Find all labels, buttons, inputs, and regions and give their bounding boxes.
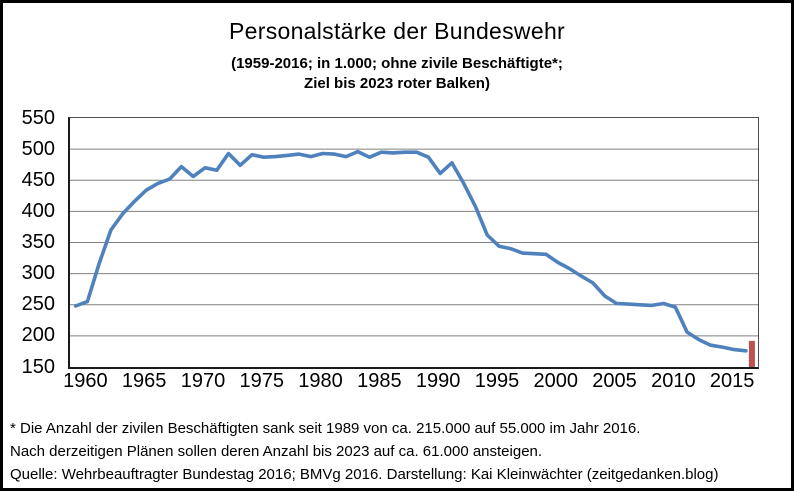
y-tick-label: 150 [21, 355, 55, 378]
y-tick-label: 550 [21, 106, 55, 129]
x-tick-label: 1975 [239, 370, 285, 392]
x-tick-label: 1990 [415, 370, 461, 392]
x-tick-label: 1995 [474, 370, 520, 392]
line-chart [70, 148, 758, 367]
y-tick-label: 200 [21, 324, 55, 347]
y-tick-label: 500 [21, 137, 55, 160]
chart-subtitle-line1: (1959-2016; in 1.000; ohne zivile Beschä… [231, 55, 563, 72]
x-tick-label: 1980 [298, 370, 343, 392]
x-tick-label: 1985 [357, 370, 402, 392]
target-2023-bar [748, 340, 755, 367]
footnotes: * Die Anzahl der zivilen Beschäftigten s… [10, 417, 785, 486]
chart-subtitle-line2: Ziel bis 2023 roter Balken) [304, 75, 490, 92]
x-tick-label: 2000 [533, 370, 579, 392]
x-tick-label: 2015 [709, 370, 755, 392]
plot-area [68, 117, 759, 369]
y-tick-label: 250 [21, 293, 55, 316]
x-tick-label: 2010 [651, 370, 696, 392]
y-tick-label: 350 [21, 231, 55, 253]
y-tick-label: 450 [21, 168, 55, 191]
chart-title: Personalstärke der Bundeswehr [229, 18, 565, 44]
x-tick-label: 2005 [592, 370, 637, 392]
x-tick-label: 1960 [63, 370, 108, 392]
y-tick-label: 400 [21, 199, 55, 222]
personnel-series-line [73, 149, 748, 353]
footnote-civilian-plan: Nach derzeitigen Plänen sollen deren Anz… [10, 443, 543, 460]
footnote-civilian-decline: * Die Anzahl der zivilen Beschäftigten s… [10, 420, 641, 437]
x-tick-label: 1965 [121, 370, 167, 392]
source-credit: Quelle: Wehrbeauftragter Bundestag 2016;… [10, 466, 719, 483]
x-tick-label: 1970 [180, 370, 226, 392]
y-tick-label: 300 [21, 262, 55, 285]
